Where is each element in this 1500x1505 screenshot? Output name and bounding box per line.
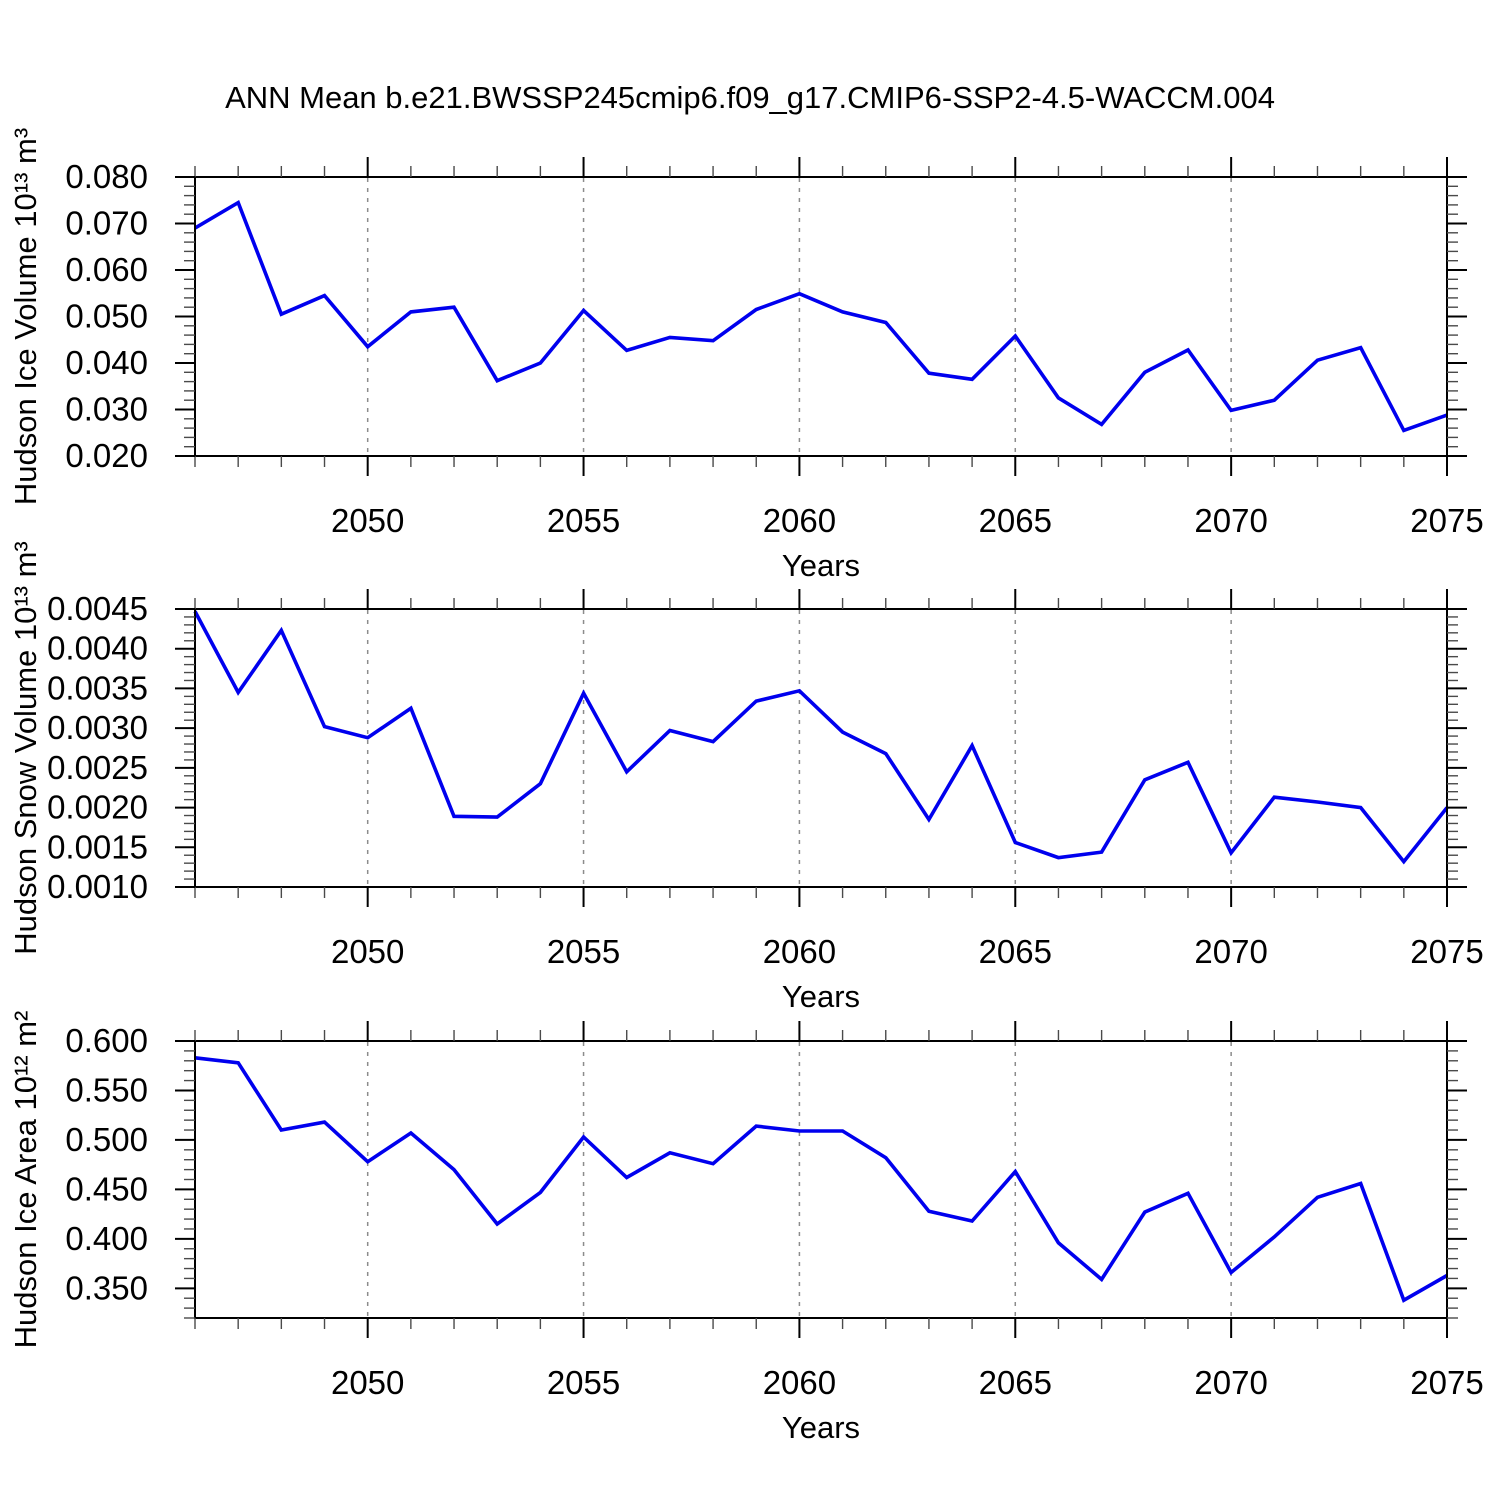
y-tick-label: 0.0030 [47,709,148,746]
x-axis-title: Years [782,548,860,583]
x-tick-label: 2060 [763,502,836,539]
y-tick-label: 0.050 [65,298,148,335]
y-tick-label: 0.0015 [47,828,148,865]
x-tick-label: 2050 [331,502,404,539]
gridlines-x [366,610,1232,886]
y-tick-label: 0.0025 [47,749,148,786]
x-tick-label: 2070 [1194,1364,1267,1401]
x-tick-label: 2050 [331,1364,404,1401]
axis-ticks [175,157,1467,476]
x-axis-title: Years [782,1410,860,1445]
y-tick-label: 0.030 [65,391,148,428]
y-tick-label: 0.070 [65,205,148,242]
x-tick-label: 2055 [547,933,620,970]
panel-hudson-snow-volume: 0.00100.00150.00200.00250.00300.00350.00… [8,541,1484,1014]
axis-labels: 0.020 0.030 0.040 0.050 0.060 0.070 0.080 2050 2… [8,128,1484,583]
y-axis-title: Hudson Ice Area 10¹² m² [8,1011,43,1349]
x-tick-label: 2075 [1410,933,1483,970]
x-tick-label: 2065 [979,502,1052,539]
x-tick-label: 2055 [547,502,620,539]
x-tick-label: 2060 [763,1364,836,1401]
axis-ticks [175,589,1467,907]
y-tick-label: 0.0040 [47,630,148,667]
axis-labels: 0.00100.00150.00200.00250.00300.00350.00… [8,541,1484,1014]
plot-frame [194,1040,1448,1319]
x-tick-label: 2075 [1410,502,1483,539]
plot-frame [194,608,1448,888]
y-tick-label: 0.600 [65,1022,148,1059]
x-tick-label: 2055 [547,1364,620,1401]
x-tick-label: 2070 [1194,502,1267,539]
x-tick-label: 2060 [763,933,836,970]
x-tick-label: 2070 [1194,933,1267,970]
figure-title: ANN Mean b.e21.BWSSP245cmip6.f09_g17.CMI… [225,80,1275,115]
panel-hudson-ice-volume: 0.020 0.030 0.040 0.050 0.060 0.070 0.080 2050 2… [8,128,1484,583]
axis-ticks [175,1021,1467,1338]
panel-hudson-ice-area: 0.350 0.400 0.450 0.500 0.550 0.600 2050 2055 20… [8,1011,1484,1445]
y-tick-label: 0.080 [65,158,148,195]
x-axis-title: Years [782,979,860,1014]
gridlines-x [366,178,1232,455]
y-tick-label: 0.0010 [47,868,148,905]
y-tick-label: 0.0035 [47,669,148,706]
x-tick-label: 2065 [979,1364,1052,1401]
y-tick-label: 0.0045 [47,590,148,627]
y-tick-label: 0.040 [65,344,148,381]
y-tick-label: 0.550 [65,1071,148,1108]
hudson-ice-area-line [194,1056,1448,1303]
y-axis-title: Hudson Snow Volume 10¹³ m³ [8,541,43,955]
y-axis-title: Hudson Ice Volume 10¹³ m³ [8,128,43,505]
y-tick-label: 0.500 [65,1121,148,1158]
x-tick-label: 2075 [1410,1364,1483,1401]
axis-labels: 0.350 0.400 0.450 0.500 0.550 0.600 2050 2055 20… [8,1011,1484,1445]
gridlines-x [366,1042,1232,1317]
y-tick-label: 0.060 [65,251,148,288]
x-tick-label: 2065 [979,933,1052,970]
hudson-snow-volume-line [193,610,1449,865]
y-tick-label: 0.400 [65,1220,148,1257]
y-tick-label: 0.350 [65,1269,148,1306]
plot-frame [194,176,1448,457]
y-tick-label: 0.0020 [47,789,148,826]
hudson-ice-volume-line [194,199,1448,433]
x-tick-label: 2050 [331,933,404,970]
y-tick-label: 0.450 [65,1170,148,1207]
y-tick-label: 0.020 [65,437,148,474]
